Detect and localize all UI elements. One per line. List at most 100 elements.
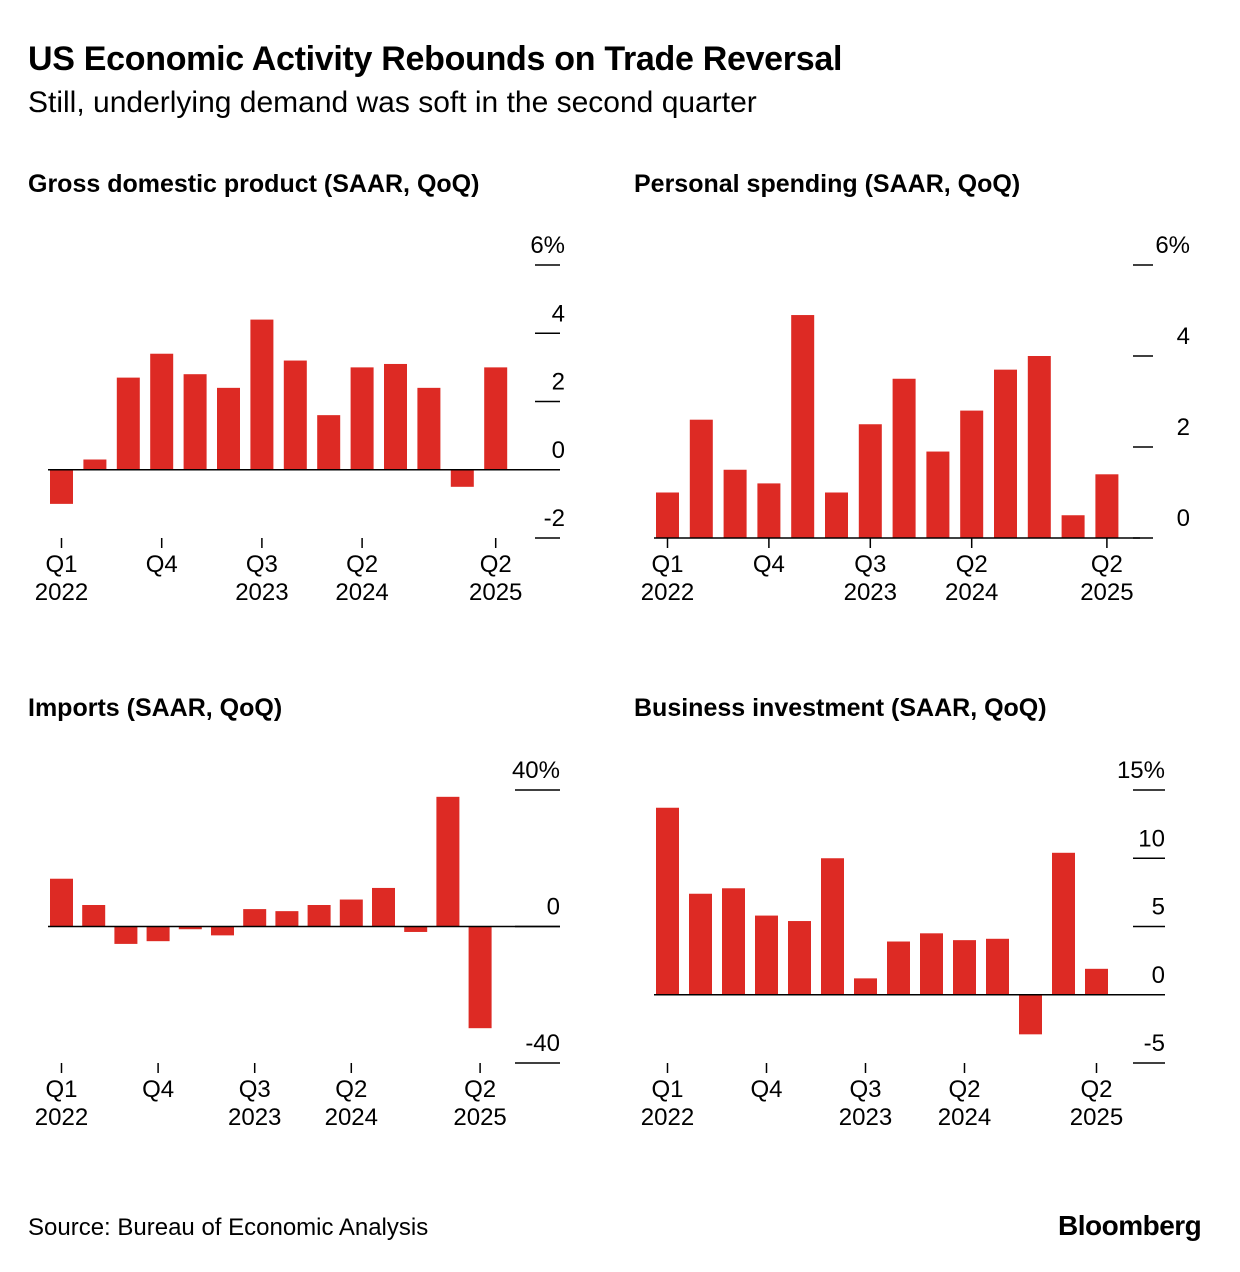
personal-spending-bar	[994, 369, 1017, 538]
personal-spending-ytick-label: 2	[1177, 414, 1190, 441]
business-investment-xtick-year-label: 2022	[641, 1104, 694, 1131]
personal-spending-xtick-year-label: 2022	[641, 579, 694, 606]
business-investment-xtick-year-label: 2024	[938, 1104, 991, 1131]
personal-spending-bar	[858, 424, 882, 538]
business-investment-bar	[986, 938, 1009, 995]
business-investment-bar	[1052, 852, 1075, 995]
imports-bar	[339, 899, 363, 927]
business-investment-bar	[689, 893, 712, 995]
business-investment-bar	[821, 858, 844, 995]
gdp-bar	[417, 387, 441, 470]
gdp-ytick-label: -2	[544, 505, 565, 532]
imports-bar	[243, 909, 267, 927]
imports-xtick-year-label: 2024	[325, 1104, 378, 1131]
personal-spending-bar	[960, 410, 984, 538]
imports-bar	[404, 926, 428, 932]
personal-spending-bar	[791, 315, 815, 538]
gdp-bar	[484, 367, 508, 470]
personal-spending-bar	[689, 419, 713, 538]
business-investment-ytick-label: 0	[1152, 962, 1165, 989]
business-investment-bar	[1085, 968, 1108, 995]
imports-bar	[50, 878, 73, 927]
business-investment-ytick-label: 15%	[1117, 757, 1165, 784]
business-investment-xtick-label: Q3	[849, 1076, 881, 1103]
personal-spending-xtick-label: Q2	[1091, 551, 1123, 578]
imports-bar	[372, 887, 395, 927]
imports-chart-title: Imports (SAAR, QoQ)	[28, 694, 283, 722]
gdp-ytick-label: 6%	[530, 232, 565, 259]
gdp-xtick-label: Q1	[45, 551, 77, 578]
imports-ytick-label: 0	[547, 894, 560, 921]
business-investment-bar	[854, 978, 877, 995]
gdp-bar	[183, 374, 207, 470]
gdp-bar	[350, 367, 374, 470]
imports-bar	[436, 796, 460, 927]
personal-spending-ytick-label: 6%	[1155, 232, 1190, 259]
business-investment-chart-title: Business investment (SAAR, QoQ)	[634, 694, 1047, 722]
personal-spending-xtick-label: Q4	[753, 551, 785, 578]
imports-xtick-label: Q1	[45, 1076, 77, 1103]
imports-ytick-label: -40	[525, 1030, 560, 1057]
imports-bar	[178, 926, 202, 930]
gdp-xtick-label: Q4	[146, 551, 178, 578]
personal-spending-xtick-year-label: 2023	[844, 579, 897, 606]
business-investment-xtick-label: Q1	[651, 1076, 683, 1103]
personal-spending-xtick-label: Q3	[854, 551, 886, 578]
business-investment-bar	[920, 933, 943, 995]
business-investment-ytick-label: 10	[1138, 825, 1165, 852]
personal-spending-ytick-label: 4	[1177, 323, 1190, 350]
imports-xtick-year-label: 2022	[35, 1104, 88, 1131]
personal-spending-xtick-year-label: 2025	[1080, 579, 1133, 606]
gdp-bar	[50, 469, 73, 504]
business-investment-bar	[656, 807, 679, 995]
personal-spending-bar	[1061, 515, 1085, 538]
imports-bar	[275, 911, 299, 927]
business-investment-ytick-label: -5	[1144, 1030, 1165, 1057]
business-investment-xtick-year-label: 2023	[839, 1104, 892, 1131]
gdp-xtick-label: Q3	[246, 551, 278, 578]
gdp-bar	[217, 387, 240, 470]
personal-spending-ytick-label: 0	[1177, 505, 1190, 532]
business-investment-bar	[722, 888, 745, 995]
gdp-bar	[384, 363, 407, 470]
business-investment-xtick-label: Q2	[948, 1076, 980, 1103]
imports-ytick-label: 40%	[512, 757, 560, 784]
gdp-xtick-year-label: 2025	[469, 579, 522, 606]
business-investment-bar	[887, 941, 910, 995]
gdp-bar	[250, 319, 274, 470]
gdp-bar	[150, 353, 174, 470]
personal-spending-bar	[892, 378, 916, 538]
personal-spending-bar	[825, 492, 848, 538]
imports-bar	[307, 905, 331, 927]
imports-xtick-label: Q4	[142, 1076, 174, 1103]
business-investment-xtick-label: Q2	[1080, 1076, 1112, 1103]
gdp-bar	[450, 469, 474, 487]
gdp-bar	[83, 459, 107, 470]
personal-spending-bar	[926, 451, 950, 538]
source-note: Source: Bureau of Economic Analysis	[28, 1214, 429, 1241]
business-investment-bar	[755, 915, 778, 995]
gdp-bar	[317, 415, 341, 470]
imports-bar	[114, 926, 138, 944]
gdp-ytick-label: 0	[552, 437, 565, 464]
business-investment-bar	[788, 921, 811, 995]
personal-spending-bar	[723, 469, 747, 538]
imports-xtick-year-label: 2023	[228, 1104, 281, 1131]
gdp-xtick-year-label: 2022	[35, 579, 88, 606]
imports-bar	[82, 905, 106, 927]
gdp-ytick-label: 4	[552, 300, 565, 327]
imports-xtick-label: Q2	[464, 1076, 496, 1103]
gdp-xtick-year-label: 2024	[335, 579, 388, 606]
gdp-xtick-label: Q2	[480, 551, 512, 578]
page-subtitle: Still, underlying demand was soft in the…	[28, 86, 757, 119]
imports-xtick-label: Q2	[335, 1076, 367, 1103]
gdp-bar	[116, 377, 140, 470]
gdp-chart-title: Gross domestic product (SAAR, QoQ)	[28, 170, 480, 198]
personal-spending-bar	[1095, 474, 1119, 538]
personal-spending-xtick-year-label: 2024	[945, 579, 998, 606]
personal-spending-bar	[1027, 356, 1051, 538]
imports-bar	[146, 926, 170, 942]
